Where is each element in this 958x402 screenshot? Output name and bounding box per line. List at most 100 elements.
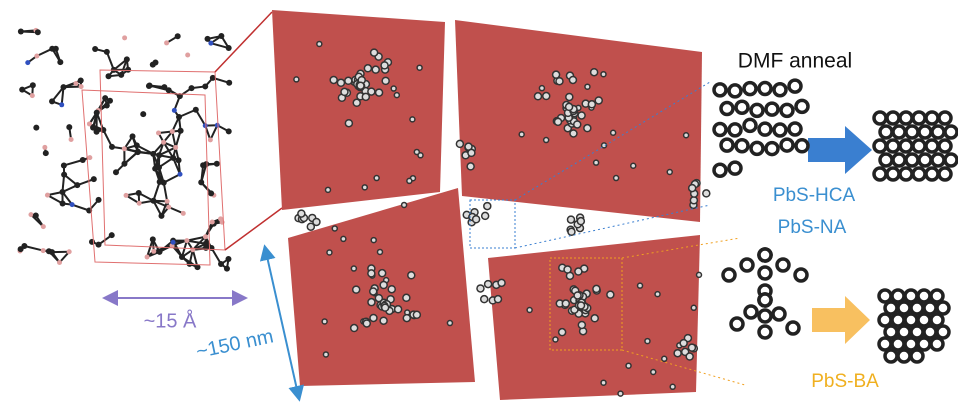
atom xyxy=(144,254,150,260)
nanoparticle xyxy=(721,267,737,283)
nanoparticle xyxy=(757,121,773,137)
atom xyxy=(209,219,215,225)
nanoparticle xyxy=(336,78,346,87)
nanoparticle xyxy=(916,288,932,304)
atom xyxy=(59,102,65,108)
process-arrow xyxy=(812,296,870,344)
atom xyxy=(17,28,24,35)
nanoparticle xyxy=(757,80,773,97)
nanoparticle xyxy=(361,184,369,191)
nanoparticle xyxy=(497,278,506,288)
nanoparticle xyxy=(890,312,906,328)
nanoparticle xyxy=(904,124,920,140)
atom xyxy=(176,93,183,100)
nanoparticle xyxy=(779,102,795,119)
nanoparticle xyxy=(935,300,951,316)
atom xyxy=(122,35,128,41)
nanoparticle xyxy=(898,138,914,154)
nanoparticle xyxy=(361,92,371,102)
nanoparticle xyxy=(351,285,361,294)
atom xyxy=(209,74,216,81)
nanoparticle xyxy=(400,201,408,209)
atom xyxy=(102,95,109,102)
panel-size-label: ~150 nm xyxy=(194,325,275,363)
nanoparticle xyxy=(742,80,758,97)
nanoparticle xyxy=(911,166,927,182)
atom xyxy=(186,260,193,267)
nanoparticle xyxy=(373,174,380,182)
nanoparticle xyxy=(734,99,750,116)
atom xyxy=(190,247,196,253)
nanoparticle xyxy=(565,92,574,102)
nanoparticle xyxy=(636,282,644,289)
nanoparticle xyxy=(785,320,801,336)
atom xyxy=(108,232,115,239)
nanoparticle xyxy=(872,110,888,126)
nanoparticle xyxy=(518,131,525,138)
atom xyxy=(93,128,100,135)
bond xyxy=(136,144,154,155)
nanoparticle xyxy=(891,152,907,168)
atom xyxy=(226,79,233,86)
nanoparticle xyxy=(350,265,358,272)
atom xyxy=(68,137,74,143)
bond xyxy=(171,131,177,148)
atom xyxy=(32,212,39,219)
nanoparticle xyxy=(370,236,377,244)
atom xyxy=(52,45,59,52)
nanoparticle xyxy=(787,121,803,137)
nanoparticle xyxy=(712,162,728,178)
nanoparticle xyxy=(577,320,587,330)
atom xyxy=(225,256,232,263)
nanoparticle xyxy=(922,324,938,340)
atom xyxy=(204,35,211,42)
atom xyxy=(175,157,182,164)
atom xyxy=(106,97,113,104)
nanoparticle xyxy=(687,343,697,352)
nanoparticle xyxy=(687,183,697,193)
zoom-line xyxy=(224,207,283,251)
nanoparticle xyxy=(583,123,592,133)
atom xyxy=(59,188,66,195)
nanoparticle xyxy=(344,76,353,86)
nanoparticle xyxy=(896,324,912,340)
atom xyxy=(40,248,46,254)
nanoparticle xyxy=(742,117,758,134)
nanoparticle xyxy=(552,336,559,343)
nanoparticle xyxy=(587,100,597,109)
nanoparticle xyxy=(903,336,919,352)
atom xyxy=(156,248,163,255)
nanoparticle xyxy=(917,124,933,140)
nanoparticle xyxy=(412,310,422,320)
atom xyxy=(158,212,165,219)
nanoparticle xyxy=(877,312,893,328)
nanoparticle xyxy=(885,166,901,182)
nanoparticle xyxy=(654,290,661,298)
atom xyxy=(79,157,86,164)
nanoparticle xyxy=(557,327,567,337)
atom xyxy=(105,73,112,80)
atom xyxy=(118,71,125,78)
nanoparticle xyxy=(406,177,413,185)
nanoparticle xyxy=(650,368,657,376)
nanoparticle xyxy=(929,312,945,328)
nanoparticle xyxy=(563,265,572,274)
bond xyxy=(210,247,222,265)
nanoparticle xyxy=(538,84,546,92)
nanoparticle xyxy=(712,121,728,138)
nanoparticle xyxy=(367,87,376,96)
unit-cell xyxy=(99,69,226,251)
nanoparticles xyxy=(293,40,711,397)
nanoparticle xyxy=(793,267,809,283)
atom xyxy=(125,66,132,73)
nanoparticle xyxy=(909,324,925,340)
nanoparticle xyxy=(369,313,378,323)
atom xyxy=(69,202,75,208)
atom xyxy=(33,124,40,131)
nanoparticle xyxy=(911,110,927,126)
atom xyxy=(150,150,157,157)
nanoparticle xyxy=(883,300,899,316)
nanoparticle xyxy=(727,160,743,176)
nanoparticle xyxy=(872,138,888,154)
bond xyxy=(51,86,65,103)
